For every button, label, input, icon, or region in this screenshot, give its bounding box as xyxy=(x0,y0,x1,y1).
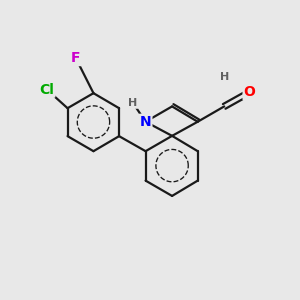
Text: O: O xyxy=(244,85,256,99)
Text: N: N xyxy=(140,115,152,129)
Text: H: H xyxy=(220,72,229,82)
Text: F: F xyxy=(71,51,80,65)
Text: Cl: Cl xyxy=(40,82,54,97)
Text: H: H xyxy=(128,98,137,108)
